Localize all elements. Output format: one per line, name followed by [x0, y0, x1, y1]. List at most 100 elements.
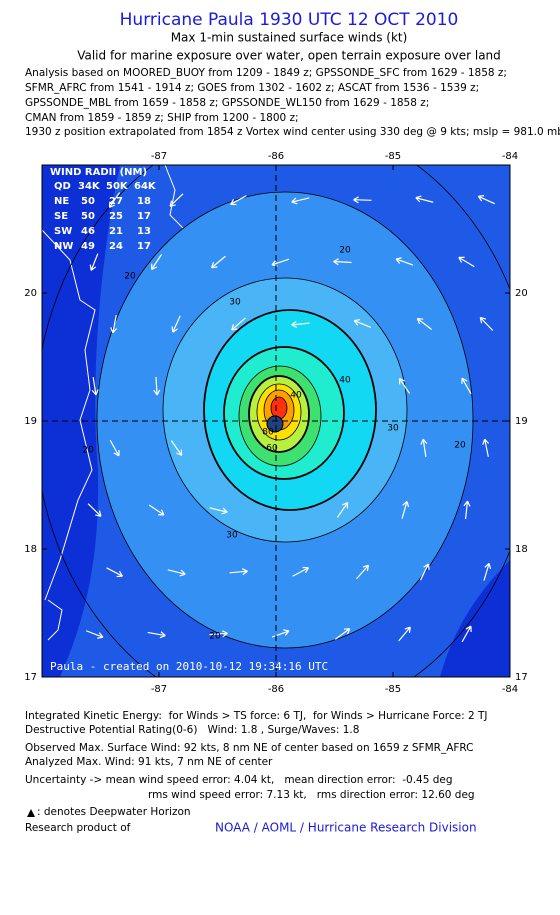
contour-label: 20: [82, 446, 94, 456]
wind-arrow: [458, 256, 475, 268]
wind-arrow: [148, 504, 165, 516]
contour-label: 80: [262, 428, 274, 438]
contour-label: 30: [387, 424, 399, 434]
x-tick-label: -85: [385, 684, 401, 695]
wind-arrow: [209, 507, 228, 515]
analysis-line: Analysis based on MOORED_BUOY from 1209 …: [25, 67, 507, 79]
wind-arrow: [89, 253, 99, 271]
radii-cell: 50: [81, 196, 95, 207]
radii-column: 50K: [106, 181, 129, 192]
contour-label: 30: [229, 298, 241, 308]
contour-label: 20: [454, 441, 466, 451]
wind-arrow: [416, 317, 433, 330]
wind-arrow: [169, 193, 184, 207]
wind-arrow: [482, 438, 490, 457]
y-tick-label: 18: [24, 544, 37, 555]
radii-cell: 27: [109, 196, 123, 207]
legend-text: : denotes Deepwater Horizon: [37, 806, 191, 818]
wind-arrow: [353, 319, 372, 328]
radii-cell: SE: [54, 211, 68, 222]
footer-line: Analyzed Max. Wind: 91 kts, 7 nm NE of c…: [25, 756, 273, 768]
contour-label: 40: [290, 391, 302, 401]
analysis-line: SFMR_AFRC from 1541 - 1914 z; GOES from …: [25, 82, 479, 94]
radii-cell: 25: [109, 211, 123, 222]
radii-cell: 50: [81, 211, 95, 222]
wind-arrow: [333, 258, 352, 266]
wind-arrow: [483, 562, 492, 581]
radii-cell: 18: [137, 196, 151, 207]
radii-column: QD: [54, 181, 71, 192]
outer-band: [42, 165, 120, 677]
wind-arrow: [415, 195, 434, 203]
footer-line: Observed Max. Surface Wind: 92 kts, 8 nm…: [25, 742, 474, 754]
wind-arrow: [87, 503, 102, 517]
wind-arrow: [229, 568, 248, 576]
wind-arrow: [463, 500, 471, 520]
x-tick-label: -86: [268, 684, 284, 695]
y-tick-label: 20: [24, 288, 37, 299]
wind-arrow: [150, 254, 162, 271]
wind-arrow: [108, 192, 121, 208]
title: Hurricane Paula 1930 UTC 12 OCT 2010: [120, 10, 459, 30]
contour-label: 40: [339, 376, 351, 386]
contour-label: 20: [209, 632, 221, 642]
credit: Paula - created on 2010-10-12 19:34:16 U…: [50, 660, 328, 673]
x-tick-label: -87: [151, 684, 167, 695]
org-text: NOAA / AOML / Hurricane Research Divisio…: [215, 821, 477, 835]
wind-arrow: [171, 315, 181, 333]
x-tick-label: -87: [151, 151, 167, 162]
research-text: Research product of: [25, 822, 131, 834]
radii-cell: SW: [54, 226, 72, 237]
contour-label: 20: [124, 272, 136, 282]
analysis-line: CMAN from 1859 - 1859 z; SHIP from 1200 …: [25, 112, 299, 124]
radii-cell: 49: [81, 241, 95, 252]
wind-arrow: [334, 628, 351, 640]
wind-arrow: [291, 320, 310, 328]
footer-line: Integrated Kinetic Energy: for Winds > T…: [25, 710, 487, 722]
contours: [42, 165, 510, 677]
y-tick-label: 17: [24, 672, 37, 683]
wind-arrow: [420, 438, 428, 457]
radii-cell: 21: [109, 226, 123, 237]
wind-arrow: [209, 630, 228, 638]
wind-arrow: [356, 564, 370, 580]
x-tick-label: -84: [502, 151, 518, 162]
map: 20 20 20 20 20 30 30 30 40 40 60 80 WIND RADII (NM) Q…: [42, 165, 510, 677]
wind-arrow: [231, 317, 246, 331]
radii-cell: 17: [137, 241, 151, 252]
radii-cell: 24: [109, 241, 123, 252]
wind-arrow: [271, 258, 290, 267]
footer-line: rms wind speed error: 7.13 kt, rms direc…: [148, 789, 475, 801]
x-tick-label: -86: [268, 151, 284, 162]
wind-arrow: [353, 196, 372, 204]
y-tick-label: 18: [515, 544, 528, 555]
wind-arrow: [91, 377, 99, 396]
outer-band: [440, 560, 510, 677]
wind-arrow: [153, 376, 161, 396]
wind-arrow: [461, 377, 472, 395]
wind-arrow: [398, 626, 411, 642]
wind-arrows: [85, 192, 495, 643]
wind-arrow: [106, 567, 124, 578]
eye: [266, 415, 284, 433]
wind-arrow: [336, 502, 349, 518]
radii-title: WIND RADII (NM): [50, 167, 147, 178]
contour-label: 60: [266, 444, 278, 454]
y-tick-label: 20: [515, 288, 528, 299]
wind-arrow: [109, 439, 120, 457]
footer-line: Destructive Potential Rating(0-6) Wind: …: [25, 724, 359, 736]
subtitle: Max 1-min sustained surface winds (kt): [171, 31, 408, 45]
wind-arrow: [230, 195, 247, 206]
analysis-line: 1930 z position extrapolated from 1854 z…: [25, 126, 560, 138]
wind-arrow: [85, 630, 104, 639]
wind-arrow: [291, 197, 310, 205]
y-tick-label: 19: [515, 416, 528, 427]
x-tick-label: -85: [385, 151, 401, 162]
radii-cell: 17: [137, 211, 151, 222]
wind-arrow: [398, 378, 411, 394]
wind-arrow: [479, 316, 494, 331]
radii-cell: NW: [54, 241, 73, 252]
wind-arrow: [271, 629, 290, 638]
footer-line: Uncertainty -> mean wind speed error: 4.…: [25, 774, 453, 786]
